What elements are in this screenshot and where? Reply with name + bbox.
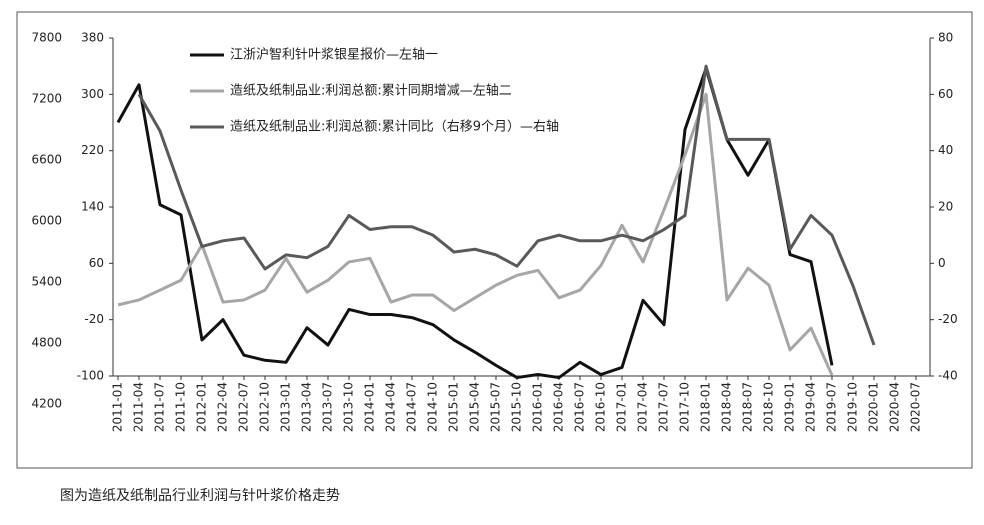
x-tick-label: 2018-04 [720,382,734,432]
x-tick-label: 2019-10 [846,382,860,432]
x-tick-label: 2014-07 [405,382,419,432]
x-tick-label: 2020-04 [888,382,902,432]
x-tick-label: 2017-04 [636,382,650,432]
y-tick-label: 4200 [31,397,62,411]
y-tick-label: 220 [81,143,104,157]
frame [16,11,973,469]
x-tick-label: 2014-10 [426,382,440,432]
y-tick-label: 60 [89,256,104,270]
legend-label: 江浙沪智利针叶浆银星报价—左轴一 [230,47,438,63]
y-tick-label: -40 [938,369,958,383]
x-tick-label: 2017-07 [657,382,671,432]
x-tick-label: 2018-10 [762,382,776,432]
x-tick-label: 2014-04 [384,382,398,432]
x-tick-label: 2015-10 [510,382,524,432]
x-tick-label: 2011-07 [153,382,167,432]
y-tick-label: 7800 [31,31,62,45]
x-tick-label: 2020-01 [867,382,881,432]
y-tick-label: 300 [81,87,104,101]
series-line [137,64,876,346]
x-tick-label: 2019-01 [783,382,797,432]
y-tick-label: 60 [938,87,953,101]
legend-label: 造纸及纸制品业:利润总额:累计同比（右移9个月）—右轴 [230,120,559,135]
x-tick-label: 2018-07 [741,382,755,432]
x-tick-label: 2011-04 [132,382,146,432]
x-tick-label: 2011-10 [174,382,188,432]
x-tick-label: 2019-04 [804,382,818,432]
x-tick-label: 2012-07 [237,382,251,432]
caption: 图为造纸及纸制品行业利润与针叶浆价格走势 [60,488,340,504]
y-tick-label: -20 [938,312,958,326]
y-tick-label: 0 [938,256,946,270]
y-tick-label: -20 [84,312,104,326]
y-tick-label: 6600 [31,153,62,167]
y-tick-label: 6000 [31,214,62,228]
series-line [117,92,834,376]
x-tick-label: 2011-01 [111,382,125,432]
x-tick-label: 2016-07 [573,382,587,432]
x-tick-label: 2016-04 [552,382,566,432]
x-tick-label: 2017-01 [615,382,629,432]
x-tick-label: 2019-07 [825,382,839,432]
x-tick-label: 2013-04 [300,382,314,432]
y-tick-label: 7200 [31,92,62,106]
x-tick-label: 2013-01 [279,382,293,432]
legend-label: 造纸及纸制品业:利润总额:累计同期增减—左轴二 [230,84,512,99]
y-tick-label: 5400 [31,275,62,289]
x-tick-label: 2016-01 [531,382,545,432]
x-tick-label: 2012-04 [216,382,230,432]
y-tick-label: 40 [938,143,953,157]
x-tick-label: 2015-04 [468,382,482,432]
x-tick-label: 2013-07 [321,382,335,432]
y-tick-label: 4800 [31,336,62,350]
series-line [116,67,834,380]
x-tick-label: 2013-10 [342,382,356,432]
x-tick-label: 2014-01 [363,382,377,432]
y-tick-label: 140 [81,200,104,214]
x-tick-label: 2020-07 [909,382,923,432]
y-tick-label: 380 [81,31,104,45]
y-tick-label: -100 [77,369,104,383]
x-tick-label: 2012-01 [195,382,209,432]
x-tick-label: 2015-07 [489,382,503,432]
x-tick-label: 2018-01 [699,382,713,432]
x-tick-label: 2017-10 [678,382,692,432]
x-tick-label: 2012-10 [258,382,272,432]
y-tick-label: 20 [938,200,953,214]
x-tick-label: 2016-10 [594,382,608,432]
y-tick-label: 80 [938,31,953,45]
x-tick-label: 2015-01 [447,382,461,432]
